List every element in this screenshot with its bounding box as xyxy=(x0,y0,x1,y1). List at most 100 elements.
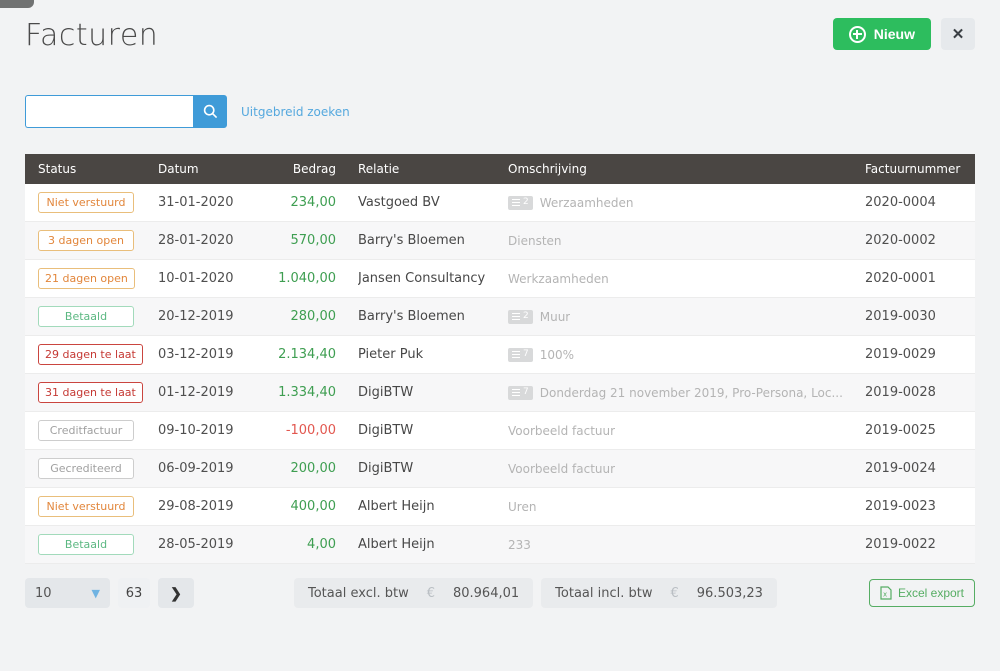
invoice-description: Voorbeeld factuur xyxy=(508,423,616,438)
invoice-description: 100% xyxy=(539,347,575,362)
advanced-search-link[interactable]: Uitgebreid zoeken xyxy=(241,104,350,119)
chevron-right-icon: ❯ xyxy=(170,584,182,601)
invoice-date: 06-09-2019 xyxy=(158,461,234,476)
table-row[interactable]: Niet verstuurd 29-08-2019 400,00 Albert … xyxy=(25,488,975,526)
invoice-table: Status Datum Bedrag Relatie Omschrijving… xyxy=(25,154,975,564)
invoice-number: 2019-0029 xyxy=(865,347,936,362)
new-invoice-button[interactable]: Nieuw xyxy=(832,18,931,50)
total-excl-label: Totaal excl. btw xyxy=(308,585,409,601)
total-excl-pill: Totaal excl. btw € 80.964,01 xyxy=(294,578,534,608)
line-count-badge: 2 xyxy=(508,195,533,210)
column-header-omschrijving[interactable]: Omschrijving xyxy=(508,162,587,176)
invoice-relation: DigiBTW xyxy=(358,385,414,400)
invoice-date: 31-01-2020 xyxy=(158,195,234,210)
invoice-amount: 234,00 xyxy=(290,195,337,210)
invoice-number: 2019-0030 xyxy=(865,309,936,324)
status-badge: Creditfactuur xyxy=(38,420,134,441)
invoice-date: 09-10-2019 xyxy=(158,423,234,438)
invoice-amount: -100,00 xyxy=(285,423,336,438)
total-count-badge: 63 xyxy=(118,578,150,608)
status-badge: Niet verstuurd xyxy=(38,192,134,213)
column-header-bedrag[interactable]: Bedrag xyxy=(292,162,336,176)
page-title: Facturen xyxy=(25,18,159,53)
column-header-status[interactable]: Status xyxy=(38,162,77,176)
status-badge: Betaald xyxy=(38,534,134,555)
invoice-date: 03-12-2019 xyxy=(158,347,234,362)
invoice-relation: DigiBTW xyxy=(358,461,414,476)
invoice-date: 10-01-2020 xyxy=(158,271,234,286)
invoice-number: 2019-0023 xyxy=(865,499,936,514)
status-badge: Niet verstuurd xyxy=(38,496,134,517)
invoice-amount: 1.040,00 xyxy=(278,271,336,286)
table-row[interactable]: 31 dagen te laat 01-12-2019 1.334,40 Dig… xyxy=(25,374,975,412)
invoice-number: 2019-0022 xyxy=(865,537,936,552)
invoice-amount: 200,00 xyxy=(290,461,337,476)
euro-icon: € xyxy=(670,585,679,601)
invoice-relation: Pieter Puk xyxy=(358,347,424,362)
invoice-amount: 2.134,40 xyxy=(278,347,336,362)
invoice-amount: 4,00 xyxy=(307,537,336,552)
column-header-factuurnummer[interactable]: Factuurnummer xyxy=(865,162,961,176)
invoice-relation: DigiBTW xyxy=(358,423,414,438)
invoice-description: Werkzaamheden xyxy=(508,271,609,286)
invoice-description: 233 xyxy=(508,537,531,552)
chevron-down-icon: ▼ xyxy=(91,586,100,600)
invoice-number: 2019-0025 xyxy=(865,423,936,438)
invoice-relation: Barry's Bloemen xyxy=(358,233,465,248)
next-page-button[interactable]: ❯ xyxy=(158,578,194,608)
invoice-description: Uren xyxy=(508,499,537,514)
search-button[interactable] xyxy=(193,95,227,128)
table-header: Status Datum Bedrag Relatie Omschrijving… xyxy=(25,154,975,184)
invoice-date: 28-01-2020 xyxy=(158,233,234,248)
invoice-amount: 400,00 xyxy=(290,499,337,514)
excel-export-button[interactable]: x Excel export xyxy=(868,579,975,607)
page-size-value: 10 xyxy=(35,585,52,601)
invoice-number: 2020-0001 xyxy=(865,271,936,286)
close-button[interactable]: ✕ xyxy=(941,18,975,50)
total-incl-label: Totaal incl. btw xyxy=(555,585,653,601)
table-row[interactable]: Niet verstuurd 31-01-2020 234,00 Vastgoe… xyxy=(25,184,975,222)
table-row[interactable]: 29 dagen te laat 03-12-2019 2.134,40 Pie… xyxy=(25,336,975,374)
invoice-relation: Vastgoed BV xyxy=(358,195,440,210)
status-badge: Gecrediteerd xyxy=(38,458,134,479)
column-header-relatie[interactable]: Relatie xyxy=(358,162,400,176)
list-lines-icon xyxy=(512,199,520,206)
line-count-badge: 7 xyxy=(508,385,533,400)
euro-icon: € xyxy=(426,585,435,601)
page-header: Facturen Nieuw ✕ xyxy=(25,0,975,53)
window-corner-artifact xyxy=(0,0,34,8)
column-header-datum[interactable]: Datum xyxy=(158,162,199,176)
invoice-description: Diensten xyxy=(508,233,562,248)
status-badge: Betaald xyxy=(38,306,134,327)
invoice-date: 28-05-2019 xyxy=(158,537,234,552)
list-lines-icon xyxy=(512,389,520,396)
line-count-badge: 2 xyxy=(508,309,533,324)
invoice-description: Werzaamheden xyxy=(539,195,634,210)
invoice-date: 01-12-2019 xyxy=(158,385,234,400)
status-badge: 31 dagen te laat xyxy=(38,382,143,403)
table-row[interactable]: 3 dagen open 28-01-2020 570,00 Barry's B… xyxy=(25,222,975,260)
search-input[interactable] xyxy=(25,95,193,128)
invoice-amount: 570,00 xyxy=(290,233,337,248)
status-badge: 29 dagen te laat xyxy=(38,344,143,365)
table-row[interactable]: 21 dagen open 10-01-2020 1.040,00 Jansen… xyxy=(25,260,975,298)
search-icon xyxy=(203,104,217,119)
header-actions: Nieuw ✕ xyxy=(832,18,975,50)
table-row[interactable]: Betaald 20-12-2019 280,00 Barry's Bloeme… xyxy=(25,298,975,336)
invoice-amount: 1.334,40 xyxy=(278,385,336,400)
invoice-number: 2019-0024 xyxy=(865,461,936,476)
table-row[interactable]: Gecrediteerd 06-09-2019 200,00 DigiBTW V… xyxy=(25,450,975,488)
total-excl-value: 80.964,01 xyxy=(452,585,520,601)
excel-export-label: Excel export xyxy=(897,586,964,600)
page-size-select[interactable]: 10 ▼ xyxy=(25,578,110,608)
invoice-relation: Barry's Bloemen xyxy=(358,309,465,324)
table-row[interactable]: Betaald 28-05-2019 4,00 Albert Heijn 233… xyxy=(25,526,975,564)
invoice-description: Voorbeeld factuur xyxy=(508,461,616,476)
list-lines-icon xyxy=(512,351,520,358)
search-row: Uitgebreid zoeken xyxy=(25,95,975,128)
table-row[interactable]: Creditfactuur 09-10-2019 -100,00 DigiBTW… xyxy=(25,412,975,450)
line-count-badge: 7 xyxy=(508,347,533,362)
total-incl-pill: Totaal incl. btw € 96.503,23 xyxy=(541,578,777,608)
plus-circle-icon xyxy=(848,25,866,43)
status-badge: 3 dagen open xyxy=(38,230,134,251)
